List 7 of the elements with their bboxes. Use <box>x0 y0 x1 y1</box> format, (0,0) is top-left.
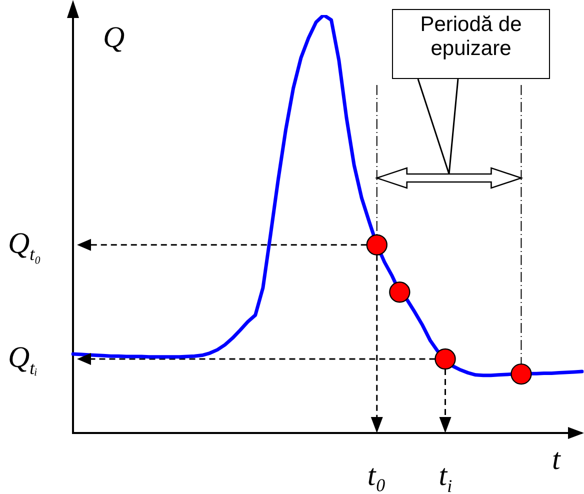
x-axis-title: t <box>552 443 560 476</box>
y-axis-title: Q <box>103 21 125 54</box>
ref-line-label: Q$_{tᵢ}$ <box>8 341 38 378</box>
text: t₀ <box>367 459 386 492</box>
ref-line-label: Q$_{t₀}$ <box>8 226 41 264</box>
text: t$_{i}$ <box>438 459 452 494</box>
annotation: Periodă de epuizare <box>392 9 550 79</box>
